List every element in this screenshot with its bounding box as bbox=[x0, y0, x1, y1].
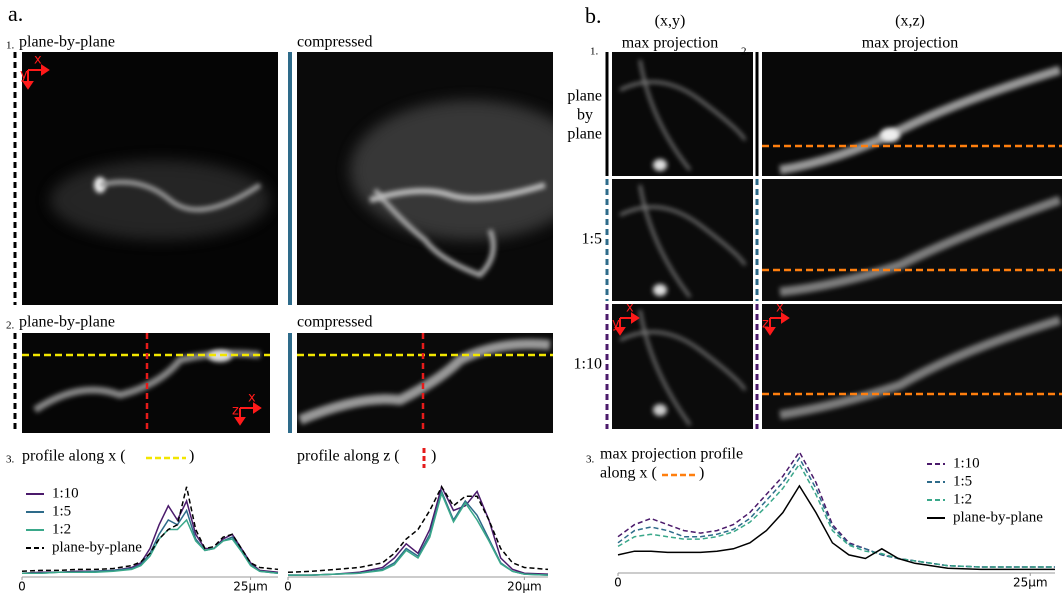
plot-title: ) bbox=[431, 448, 436, 465]
row-label: plane bbox=[567, 126, 602, 143]
row-label: 1:5 bbox=[582, 231, 602, 248]
x-tick-label: 25µm bbox=[1013, 576, 1048, 590]
axis-label: x bbox=[34, 53, 42, 68]
legend-label: 1:5 bbox=[953, 473, 972, 489]
profile-line bbox=[288, 489, 549, 576]
row-label: plane bbox=[567, 88, 602, 105]
axis-label: y bbox=[612, 317, 620, 332]
profile-line bbox=[288, 491, 549, 576]
image-title: compressed bbox=[297, 34, 373, 51]
panel-label: b. bbox=[585, 3, 602, 28]
column-header: (x,z) bbox=[895, 13, 925, 30]
image-xz-compressed bbox=[297, 333, 553, 433]
plot-title: profile along x ( bbox=[22, 448, 126, 465]
x-tick-label: 0 bbox=[284, 580, 292, 594]
plot-title: profile along z ( bbox=[297, 448, 400, 465]
profile-line bbox=[617, 456, 1055, 568]
x-tick-label: 0 bbox=[18, 580, 26, 594]
axis-label: x bbox=[776, 301, 784, 316]
axis-arrows bbox=[22, 64, 262, 426]
legend-label: 1:2 bbox=[52, 521, 71, 537]
panel-label: a. bbox=[8, 1, 23, 26]
axis-label: z bbox=[232, 404, 239, 419]
row-number: 1. bbox=[6, 40, 15, 52]
image-xy-plane bbox=[22, 52, 278, 305]
profile-line bbox=[287, 485, 549, 574]
legend-label: 1:10 bbox=[52, 485, 79, 501]
row-label: by bbox=[577, 107, 593, 124]
legend-label: 1:2 bbox=[953, 491, 972, 507]
legend-label: plane-by-plane bbox=[52, 539, 142, 555]
image-title: plane-by-plane bbox=[19, 314, 115, 331]
axis-label: x bbox=[248, 391, 256, 406]
legend-label: plane-by-plane bbox=[953, 509, 1043, 525]
image-title: plane-by-plane bbox=[19, 34, 115, 51]
row-label: 1:10 bbox=[574, 356, 602, 373]
profile-line bbox=[22, 518, 279, 574]
axis-arrows bbox=[614, 312, 790, 336]
profile-line bbox=[617, 462, 1055, 568]
column-header: (x,y) bbox=[655, 13, 686, 30]
profile-line bbox=[288, 484, 549, 576]
image-title: compressed bbox=[297, 314, 373, 331]
axis-label: z bbox=[762, 317, 769, 332]
x-tick-label: 0 bbox=[614, 576, 622, 590]
row-number: 2. bbox=[6, 320, 15, 332]
plot-title: max projection profile bbox=[600, 446, 743, 463]
profile-line bbox=[21, 486, 279, 573]
plot-title: ) bbox=[699, 465, 704, 482]
column-subheader: max projection bbox=[622, 35, 718, 52]
x-tick-label: 20µm bbox=[507, 580, 542, 594]
plot-title: along x ( bbox=[600, 465, 657, 482]
x-tick-label: 25µm bbox=[233, 580, 268, 594]
profile-line bbox=[617, 450, 1055, 568]
axis-label: y bbox=[20, 68, 28, 83]
legend-label: 1:10 bbox=[953, 455, 980, 471]
column-subheader: max projection bbox=[862, 35, 958, 52]
plot-title: ) bbox=[189, 448, 194, 465]
profile-lines bbox=[762, 144, 1062, 396]
profile-line bbox=[617, 484, 1055, 571]
row-number: 3. bbox=[586, 454, 595, 466]
image-grid bbox=[612, 52, 1062, 429]
column-number: 1. bbox=[590, 46, 599, 58]
legend-label: 1:5 bbox=[52, 503, 71, 519]
row-number: 3. bbox=[6, 454, 15, 466]
axis-label: x bbox=[626, 301, 634, 316]
column-number: 2. bbox=[741, 46, 750, 58]
image-xy-compressed bbox=[297, 52, 553, 305]
